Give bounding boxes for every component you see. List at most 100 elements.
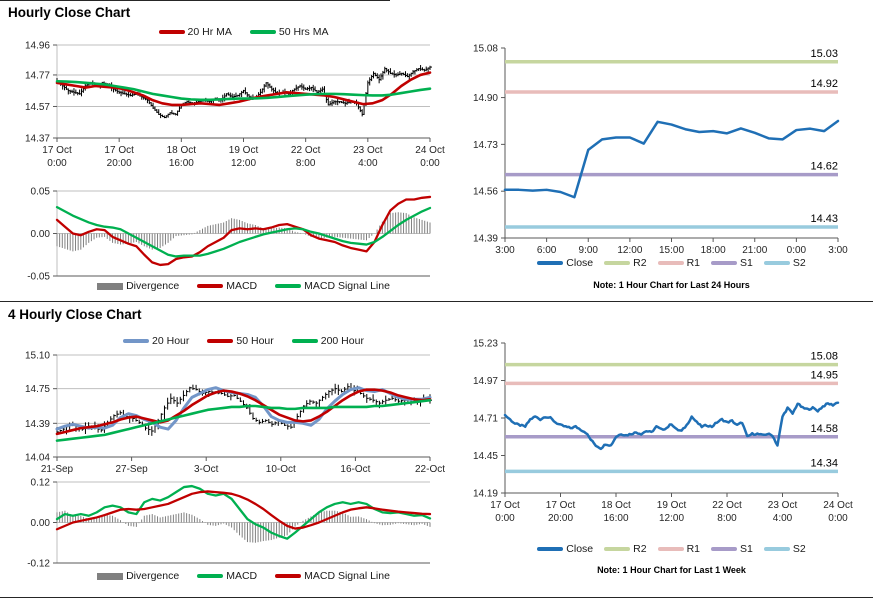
tick-label: 15.23 [473, 339, 498, 350]
tick-label: 14.77 [25, 70, 50, 81]
legend-item-macd-signal-line: MACD Signal Line [275, 280, 390, 292]
legend-item-s2: S2 [763, 257, 806, 269]
weekly-sr-note: Note: 1 Hour Chart for Last 1 Week [597, 565, 746, 575]
close-line [503, 401, 840, 451]
tick-label: 14.75 [25, 384, 50, 395]
weekly-sr-legend: Close R2 R1 S1 S2 [505, 543, 838, 555]
legend-item-r2: R2 [604, 543, 647, 555]
tick-label: 24 Oct [415, 145, 445, 156]
legend-item-macd: MACD [197, 280, 257, 292]
tick-label: 14.43 [810, 213, 838, 225]
legend-item-macd: MACD [197, 570, 257, 582]
hourly-ma-legend: 20 Hr MA 50 Hrs MA [57, 26, 430, 38]
tick-label: 14.95 [810, 369, 838, 381]
hourly-macd-plot: 0.05 0.00 -0.05 [27, 187, 432, 283]
tick-label: 24 Oct [823, 500, 853, 511]
tick-label: 20:00 [548, 513, 573, 524]
tick-label: 16:00 [169, 158, 194, 169]
tick-label: 4:00 [773, 513, 793, 524]
tick-label: 22 Oct [712, 500, 742, 511]
tick-label: 14.19 [473, 489, 498, 500]
tick-label: 14.62 [810, 161, 838, 173]
tick-label: -0.05 [27, 272, 50, 283]
legend-label: Divergence [126, 280, 180, 292]
tick-label: 0.00 [31, 229, 51, 240]
tick-label: 0:00 [420, 158, 440, 169]
legend-item-s1: S1 [711, 257, 753, 269]
legend-label: R2 [633, 257, 647, 269]
fourhourly-macd-plot: 0.12 0.00 -0.12 [27, 478, 432, 570]
200-hour-line [55, 398, 432, 442]
legend-item-s1: S1 [711, 543, 753, 555]
tick-label: 17 Oct [490, 500, 520, 511]
legend-swatch [291, 339, 318, 343]
legend-item-divergence: Divergence [97, 280, 179, 292]
hourly-sr-note: Note: 1 Hour Chart for Last 24 Hours [593, 280, 750, 290]
legend-item-close: Close [537, 257, 593, 269]
legend-label: S1 [740, 543, 753, 555]
tick-label: -0.12 [27, 559, 50, 570]
hourly-section-title: Hourly Close Chart [8, 5, 131, 20]
tick-label: 18 Oct [601, 500, 631, 511]
macd-signal-line [55, 490, 432, 531]
tick-label: 14.37 [25, 134, 50, 145]
tick-label: 6:00 [537, 245, 557, 256]
legend-label: S2 [792, 543, 806, 555]
legend-swatch [657, 547, 684, 551]
tick-label: 8:00 [717, 513, 737, 524]
tick-label: 14.57 [25, 102, 50, 113]
legend-item-200-hour: 200 Hour [291, 335, 364, 347]
legend-label: Close [566, 543, 594, 555]
tick-label: 23 Oct [768, 500, 798, 511]
legend-swatch [207, 339, 234, 343]
four-hourly-macd-legend: Divergence MACD MACD Signal Line [57, 570, 430, 582]
hourly-macd-legend: Divergence MACD MACD Signal Line [57, 280, 430, 292]
legend-swatch [275, 284, 302, 288]
legend-swatch [604, 261, 631, 265]
tick-label: 0:00 [495, 513, 515, 524]
legend-label: R2 [633, 543, 647, 555]
legend-label: S2 [792, 257, 806, 269]
legend-swatch [604, 547, 631, 551]
legend-swatch [711, 547, 738, 551]
legend-item-s2: S2 [763, 543, 806, 555]
hourly-sr-legend: Close R2 R1 S1 S2 [505, 257, 838, 269]
50-hour-line [55, 388, 432, 436]
legend-swatch [763, 261, 790, 265]
tick-label: 14.92 [810, 78, 838, 90]
price-bars [56, 65, 432, 119]
legend-label: R1 [686, 543, 701, 555]
legend-swatch [197, 574, 224, 578]
legend-label: 20 Hr MA [187, 26, 232, 38]
tick-label: 14.97 [473, 376, 498, 387]
tick-label: 12:00 [659, 513, 684, 524]
divergence-bars [56, 212, 431, 252]
tick-label: 19 Oct [657, 500, 687, 511]
legend-label: MACD Signal Line [304, 280, 390, 292]
tick-label: 0.05 [31, 187, 51, 198]
tick-label: 10-Oct [266, 464, 296, 475]
tick-label: 20:00 [107, 158, 132, 169]
legend-label: R1 [686, 257, 701, 269]
legend-item-close: Close [537, 543, 593, 555]
tick-label: 12:00 [231, 158, 256, 169]
tick-label: 15.10 [25, 351, 50, 362]
tick-label: 21:00 [742, 245, 767, 256]
legend-swatch [97, 282, 124, 290]
tick-label: 14.39 [25, 419, 50, 430]
middle-separator [0, 301, 873, 302]
legend-swatch [657, 261, 684, 265]
tick-label: 9:00 [579, 245, 599, 256]
50-hrs-ma-line [55, 79, 432, 102]
legend-swatch [763, 547, 790, 551]
tick-label: 14.34 [810, 457, 838, 469]
legend-item-divergence: Divergence [97, 570, 179, 582]
tick-label: 17 Oct [546, 500, 576, 511]
tick-label: 0:00 [787, 245, 807, 256]
tick-label: 3-Oct [194, 464, 219, 475]
tick-label: 15.03 [810, 48, 838, 60]
